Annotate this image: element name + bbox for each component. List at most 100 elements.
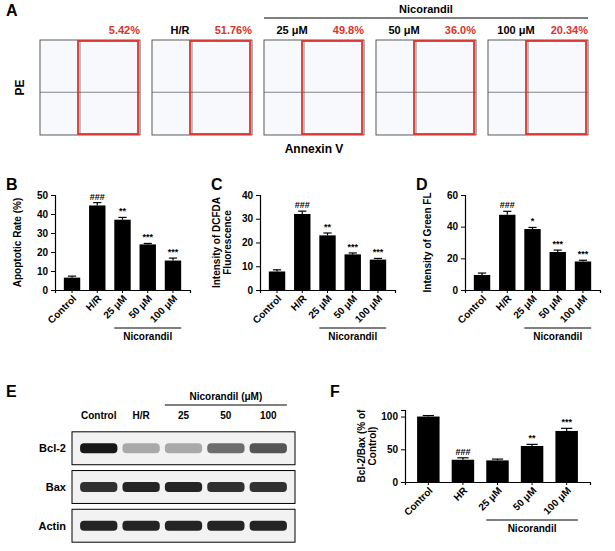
figure: ANicorandil5.42%H/R51.76%25 μM49.8%50 μM… bbox=[0, 0, 615, 551]
error-cap bbox=[503, 211, 511, 212]
significance: ** bbox=[119, 206, 127, 216]
tick-label: 20 bbox=[242, 237, 254, 248]
axis-title: Intensity of DCFDAFluorescence bbox=[211, 197, 234, 288]
axis-title-line: Bcl-2/Bax (% of bbox=[356, 409, 367, 482]
significance: *** bbox=[142, 232, 153, 242]
tick-mark bbox=[566, 482, 567, 485]
tick-mark bbox=[256, 219, 260, 220]
tick: Control bbox=[45, 290, 78, 326]
tick-label: 25 μM bbox=[101, 293, 129, 321]
plot-area bbox=[269, 211, 386, 290]
lane-label: 50 bbox=[220, 410, 232, 421]
tick-mark bbox=[532, 482, 533, 485]
bar bbox=[165, 261, 181, 290]
plot-frame bbox=[376, 40, 476, 135]
tick: 0 bbox=[42, 285, 55, 296]
x-axis: ControlHR25 μM50 μM100 μM bbox=[402, 482, 591, 518]
band bbox=[250, 482, 287, 492]
band bbox=[122, 482, 159, 492]
error-cap bbox=[554, 250, 562, 251]
tick: 20 bbox=[37, 247, 55, 258]
tick-mark bbox=[461, 227, 465, 228]
axis-line bbox=[466, 291, 601, 294]
bar bbox=[294, 214, 310, 290]
axis-line bbox=[51, 196, 56, 291]
quadrant-line bbox=[264, 92, 364, 93]
quadrant-line bbox=[192, 40, 193, 135]
tick-label: 50 bbox=[37, 190, 49, 201]
axis-line bbox=[406, 483, 591, 486]
tick-mark bbox=[582, 290, 583, 293]
error-cap bbox=[144, 243, 152, 244]
tick-mark bbox=[461, 195, 465, 196]
x-axis: ControlH/R25 μM50 μM100 μM bbox=[45, 290, 190, 326]
significance: ### bbox=[500, 200, 515, 210]
tick-label: 60 bbox=[447, 190, 459, 201]
tick-mark bbox=[51, 233, 55, 234]
band bbox=[122, 443, 159, 453]
tick: Control bbox=[250, 290, 283, 326]
tick-mark bbox=[256, 290, 260, 291]
error-cap bbox=[68, 276, 76, 277]
tick-label: 10 bbox=[242, 261, 254, 272]
tick-label: 0 bbox=[392, 477, 398, 488]
plot-area bbox=[474, 211, 591, 290]
tick: 0 bbox=[452, 285, 465, 296]
bar bbox=[521, 446, 543, 482]
tick-mark bbox=[51, 271, 55, 272]
lane-label: H/R bbox=[133, 410, 151, 421]
tick-label: 25 μM bbox=[511, 293, 539, 321]
quadrant-line bbox=[376, 92, 476, 93]
tick: Control bbox=[455, 290, 488, 326]
bar bbox=[114, 220, 130, 290]
tick-mark bbox=[482, 290, 483, 293]
tick-mark bbox=[428, 482, 429, 485]
tick: 40 bbox=[37, 209, 55, 220]
gate-label: 20.34% bbox=[551, 24, 589, 36]
row-label: Actin bbox=[39, 520, 67, 532]
axis-title-line: Intensity of DCFDA bbox=[211, 197, 222, 288]
error-cap bbox=[457, 457, 468, 458]
group-line bbox=[524, 328, 591, 329]
tick: 25 μM bbox=[101, 290, 129, 321]
lane-label: Control bbox=[81, 410, 117, 421]
bar bbox=[140, 244, 156, 290]
quadrant-line bbox=[488, 92, 588, 93]
tick-label: 20 bbox=[447, 253, 459, 264]
bar bbox=[269, 271, 285, 290]
gate-label: 36.0% bbox=[445, 24, 476, 36]
significance: ### bbox=[295, 200, 310, 210]
group-line bbox=[165, 405, 287, 406]
group-line bbox=[264, 18, 588, 19]
significance: *** bbox=[168, 247, 179, 257]
significance: *** bbox=[552, 239, 563, 249]
error-cap bbox=[528, 227, 536, 228]
tick-label: Control bbox=[455, 293, 488, 326]
band bbox=[122, 521, 159, 531]
error-cap bbox=[526, 444, 537, 445]
tick-label: 100 μM bbox=[148, 293, 180, 325]
panel-letter: E bbox=[6, 383, 17, 400]
tick-label: 100 μM bbox=[541, 485, 573, 517]
tick: HR bbox=[451, 482, 470, 503]
bar bbox=[524, 229, 540, 290]
axis-line bbox=[256, 196, 261, 291]
tick-label: H/R bbox=[289, 292, 310, 313]
group-label: Nicorandil bbox=[533, 331, 582, 342]
tick: H/R bbox=[289, 290, 310, 313]
band bbox=[165, 521, 202, 531]
row-label: Bax bbox=[46, 481, 67, 493]
error-cap bbox=[323, 232, 331, 233]
quadrant-line bbox=[40, 92, 140, 93]
tick-mark bbox=[377, 290, 378, 293]
tick-mark bbox=[256, 195, 260, 196]
blot-frame bbox=[72, 471, 295, 504]
band bbox=[207, 443, 244, 453]
tick: H/R bbox=[84, 290, 105, 313]
tick: 60 bbox=[447, 190, 465, 201]
plot-area bbox=[64, 203, 181, 290]
lane-label: 100 bbox=[260, 410, 277, 421]
significance: *** bbox=[561, 417, 572, 427]
band bbox=[165, 482, 202, 492]
axis-title-line: Control) bbox=[367, 427, 378, 466]
